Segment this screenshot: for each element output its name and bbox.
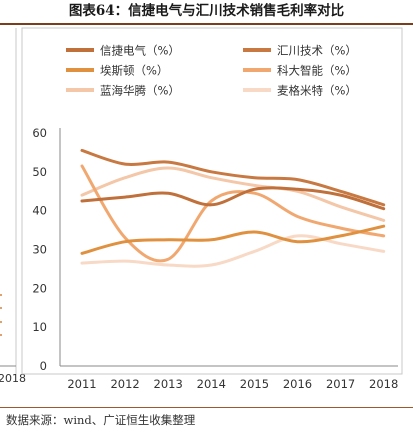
plot-area bbox=[80, 148, 386, 268]
series-line-1 bbox=[80, 186, 386, 211]
y-tick-label: 60 bbox=[32, 126, 47, 140]
x-tick-label: 2018 bbox=[369, 377, 398, 391]
legend-label: 麦格米特（%） bbox=[277, 84, 357, 98]
x-tick-label: 2016 bbox=[283, 377, 312, 391]
chart-frame: 2018 信捷电气（%） 汇川技术（%） 埃斯顿（%） 科大智能（%） 蓝海华腾（%） 麦… bbox=[0, 26, 413, 406]
x-tick-label: 2015 bbox=[240, 377, 269, 391]
x-tick-label: 2012 bbox=[110, 377, 139, 391]
series-line-6 bbox=[80, 234, 386, 268]
chart-border bbox=[21, 27, 403, 375]
legend-label: 蓝海华腾（%） bbox=[100, 84, 180, 98]
legend-label: 科大智能（%） bbox=[277, 64, 357, 78]
source-note: 数据来源：wind、广证恒生收集整理 bbox=[6, 413, 196, 427]
left-fragment-marks bbox=[0, 294, 6, 336]
legend-label: 埃斯顿（%） bbox=[100, 64, 168, 78]
series-line-2 bbox=[80, 148, 386, 207]
y-axis: 0 10 20 30 40 50 60 bbox=[32, 126, 61, 373]
y-tick-label: 0 bbox=[40, 359, 47, 373]
title-divider bbox=[0, 23, 413, 25]
legend-label: 汇川技术（%） bbox=[277, 44, 357, 58]
source-divider bbox=[0, 407, 413, 408]
y-tick-label: 20 bbox=[32, 281, 47, 295]
series-line-5 bbox=[80, 166, 386, 222]
y-tick-label: 50 bbox=[32, 165, 47, 179]
chart-title: 图表64：信捷电气与汇川技术销售毛利率对比 bbox=[68, 3, 345, 19]
legend-label: 信捷电气（%） bbox=[100, 44, 180, 58]
legend: 信捷电气（%） 汇川技术（%） 埃斯顿（%） 科大智能（%） 蓝海华腾（%） 麦格米特（%… bbox=[66, 44, 357, 98]
series-line-4 bbox=[80, 164, 386, 263]
y-tick-label: 10 bbox=[32, 320, 47, 334]
left-fragment-tick: 2018 bbox=[0, 372, 26, 385]
x-tick-label: 2014 bbox=[197, 377, 226, 391]
x-tick-label: 2011 bbox=[67, 377, 96, 391]
line-chart: 2018 信捷电气（%） 汇川技术（%） 埃斯顿（%） 科大智能（%） 蓝海华腾（%） 麦… bbox=[0, 27, 403, 391]
series-line-3 bbox=[80, 224, 386, 255]
y-tick-label: 30 bbox=[32, 243, 47, 257]
y-tick-label: 40 bbox=[32, 204, 47, 218]
left-chart-fragment: 2018 bbox=[0, 28, 26, 385]
x-axis: 2011 2012 2013 2014 2015 2016 2017 2018 bbox=[60, 365, 398, 391]
x-tick-label: 2017 bbox=[326, 377, 355, 391]
x-tick-label: 2013 bbox=[154, 377, 183, 391]
